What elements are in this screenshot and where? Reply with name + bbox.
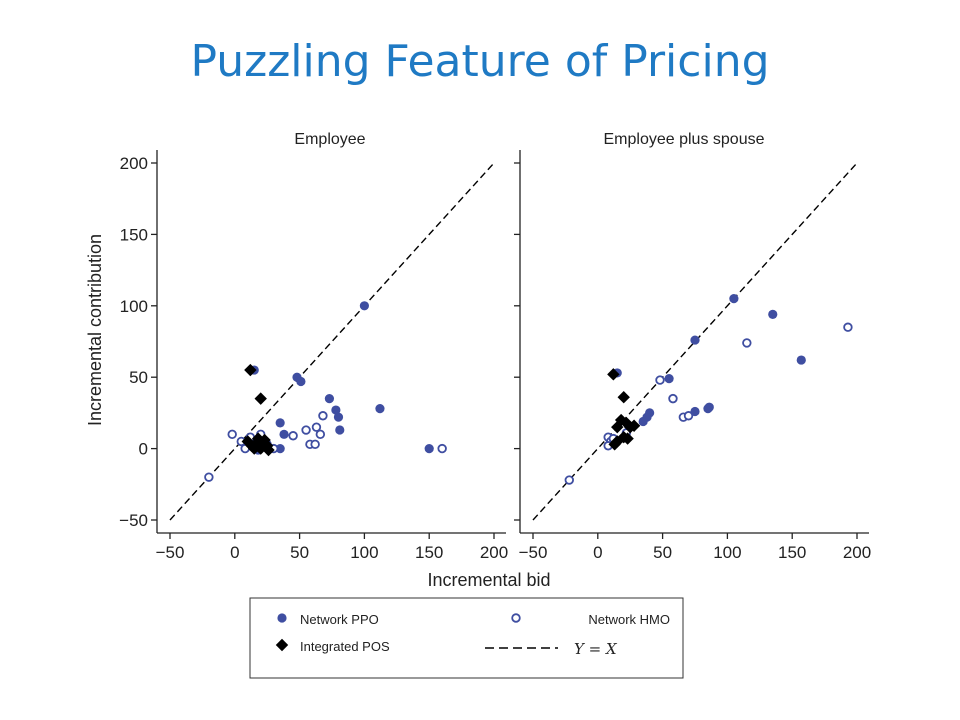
x-tick-label: 100	[350, 543, 378, 562]
point-network-ppo	[375, 404, 385, 414]
point-network-hmo	[318, 411, 328, 421]
x-tick-label: 50	[653, 543, 672, 562]
x-tick-label: 150	[415, 543, 443, 562]
point-network-ppo	[335, 425, 345, 435]
legend-label: Y = X	[574, 640, 618, 658]
point-network-ppo	[279, 429, 289, 439]
y-tick-label: 0	[139, 440, 148, 459]
slide-title: Puzzling Feature of Pricing	[190, 36, 770, 87]
x-tick-label: 0	[230, 543, 239, 562]
point-integrated-pos	[254, 392, 267, 405]
x-tick-label: 100	[713, 543, 741, 562]
point-network-ppo	[296, 376, 306, 387]
x-tick-label: −50	[156, 543, 185, 562]
x-axis-title: Incremental bid	[427, 570, 550, 590]
series-network-ppo	[612, 294, 806, 427]
point-network-hmo	[668, 393, 678, 404]
x-tick-label: 200	[480, 543, 508, 562]
y-tick-label: 100	[120, 297, 148, 316]
point-network-hmo	[227, 429, 237, 440]
y-axis-title: Incremental contribution	[85, 234, 105, 426]
legend-label: Integrated POS	[300, 639, 390, 654]
legend-marker-network-hmo	[511, 613, 521, 623]
point-network-hmo	[655, 375, 665, 385]
point-integrated-pos	[607, 368, 620, 381]
panel-title: Employee	[294, 131, 365, 148]
point-network-hmo	[683, 411, 694, 421]
reference-line	[532, 162, 858, 521]
point-integrated-pos	[614, 413, 628, 427]
point-network-ppo	[729, 294, 739, 304]
x-tick-label: 200	[843, 543, 871, 562]
legend-marker-network-ppo	[277, 613, 287, 623]
point-integrated-pos	[611, 420, 624, 434]
series-network-ppo	[249, 301, 434, 455]
legend-marker-integrated-pos	[275, 638, 289, 652]
x-tick-label: 150	[778, 543, 806, 562]
point-integrated-pos	[627, 419, 641, 432]
point-network-ppo	[424, 444, 434, 454]
y-tick-label: 50	[129, 368, 148, 387]
x-tick-label: −50	[519, 543, 548, 562]
series-integrated-pos	[241, 363, 275, 457]
point-network-ppo	[768, 309, 778, 319]
axis-titles: Incremental bid Incremental contribution	[85, 234, 551, 590]
point-network-ppo	[275, 444, 285, 454]
point-network-ppo	[638, 416, 648, 427]
point-integrated-pos	[253, 440, 266, 454]
point-network-hmo	[843, 322, 853, 332]
panel-employee-plus-spouse: Employee plus spouse −50 0 50 100 150 200	[514, 131, 871, 562]
point-network-hmo	[204, 472, 214, 482]
point-network-ppo	[333, 412, 344, 422]
series-integrated-pos	[607, 368, 641, 451]
point-network-hmo	[288, 431, 298, 441]
panel-title: Employee plus spouse	[604, 131, 765, 148]
point-network-ppo	[645, 408, 655, 418]
y-tick-label: −50	[119, 511, 148, 530]
point-network-ppo	[331, 405, 341, 415]
x-tick-label: 50	[290, 543, 309, 562]
point-integrated-pos	[617, 390, 630, 404]
point-network-hmo	[310, 439, 320, 450]
point-network-hmo	[311, 422, 322, 432]
reference-line	[169, 162, 495, 521]
legend: Network PPO Network HMO Integrated POS Y = …	[249, 597, 684, 679]
legend-box	[249, 597, 684, 679]
point-network-hmo	[301, 425, 311, 435]
panel-employee: Employee −50 0 50 100 150 200 −50 0 50 100 150 200	[119, 131, 508, 562]
legend-label: Network PPO	[300, 612, 379, 627]
point-network-ppo	[664, 374, 674, 384]
y-tick-label: 200	[120, 154, 148, 173]
point-network-ppo	[796, 355, 806, 365]
series-network-hmo	[204, 411, 447, 482]
point-integrated-pos	[262, 443, 275, 457]
y-tick-label: 150	[120, 225, 148, 244]
point-network-hmo	[437, 443, 447, 454]
legend-label: Network HMO	[588, 612, 670, 627]
point-integrated-pos	[621, 432, 634, 445]
point-network-ppo	[324, 394, 335, 404]
point-integrated-pos	[608, 438, 621, 451]
x-tick-label: 0	[593, 543, 602, 562]
point-network-hmo	[742, 338, 752, 348]
point-network-ppo	[275, 418, 285, 428]
point-network-hmo	[315, 429, 326, 440]
point-network-hmo	[564, 475, 574, 485]
point-network-ppo	[359, 301, 369, 311]
point-integrated-pos	[244, 363, 257, 377]
point-network-ppo	[690, 335, 700, 345]
point-network-ppo	[704, 402, 714, 412]
